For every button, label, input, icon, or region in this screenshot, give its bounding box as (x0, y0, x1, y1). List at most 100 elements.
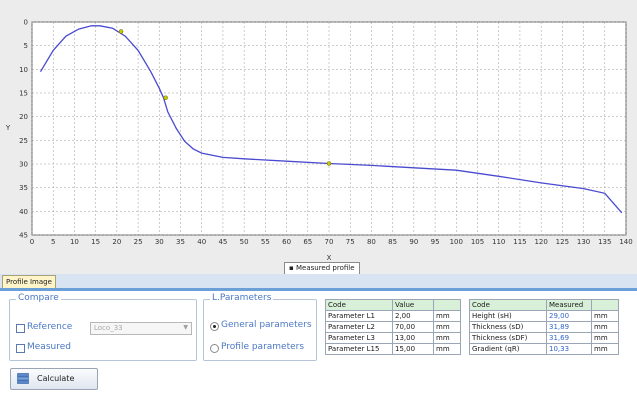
x-tick-label: 70 (325, 238, 334, 246)
x-tick-label: 0 (30, 238, 34, 246)
header-unit (591, 299, 619, 311)
measured-code: Gradient (qR) (469, 343, 547, 355)
measured-checkbox[interactable] (16, 344, 25, 353)
x-tick-label: 15 (91, 238, 100, 246)
y-tick-label: 15 (19, 90, 28, 98)
calculate-button[interactable]: Calculate (10, 368, 98, 390)
param-value[interactable]: 70,00 (392, 321, 434, 333)
x-tick-label: 30 (155, 238, 164, 246)
parameters-table: Code Value Parameter L1 2,00 mm Paramete… (325, 299, 461, 355)
x-tick-label: 40 (197, 238, 206, 246)
x-tick-label: 140 (619, 238, 632, 246)
x-tick-label: 50 (240, 238, 249, 246)
x-tick-label: 35 (176, 238, 185, 246)
general-parameters-label: General parameters (221, 320, 312, 330)
y-tick-label: 25 (19, 137, 28, 145)
param-unit: mm (433, 321, 461, 333)
x-tick-label: 55 (261, 238, 270, 246)
table-header-row: Code Value (325, 299, 461, 311)
compare-group: Compare Reference Loco_33 ▼ Measured (9, 293, 197, 361)
profile-marker (163, 95, 168, 100)
reference-checkbox[interactable] (16, 324, 25, 333)
param-value[interactable]: 2,00 (392, 310, 434, 322)
compare-title: Compare (16, 293, 61, 303)
tab-profile-image[interactable]: Profile Image (2, 275, 56, 288)
measured-unit: mm (591, 310, 619, 322)
measured-value: 29,00 (546, 310, 592, 322)
reference-combo-value: Loco_33 (94, 324, 123, 332)
param-code: Parameter L1 (325, 310, 393, 322)
measured-code: Thickness (sD) (469, 321, 547, 333)
measured-table: Code Measured Height (sH) 29,00 mm Thick… (469, 299, 619, 355)
series-measured-profile (39, 25, 623, 214)
y-axis-label: Y (5, 124, 11, 132)
param-unit: mm (433, 332, 461, 344)
reference-combo[interactable]: Loco_33 ▼ (90, 322, 192, 335)
y-tick-label: 20 (19, 113, 28, 121)
header-value: Value (392, 299, 434, 311)
table-row: Thickness (sDF) 31,69 mm (469, 332, 619, 344)
x-axis-label: X (327, 254, 332, 262)
y-tick-label: 40 (19, 208, 28, 216)
y-tick-label: 30 (19, 161, 28, 169)
measured-label: Measured (27, 342, 71, 352)
profile-parameters-radio[interactable] (210, 344, 219, 353)
calculate-label: Calculate (37, 374, 75, 383)
x-tick-label: 135 (598, 238, 611, 246)
x-tick-label: 5 (51, 238, 55, 246)
measured-code: Thickness (sDF) (469, 332, 547, 344)
lparams-group: L.Parameters General parameters Profile … (203, 293, 317, 361)
x-tick-label: 100 (450, 238, 463, 246)
calculate-icon (17, 373, 29, 384)
header-code: Code (325, 299, 393, 311)
x-tick-label: 120 (534, 238, 547, 246)
param-unit: mm (433, 343, 461, 355)
x-tick-label: 85 (388, 238, 397, 246)
x-tick-label: 95 (431, 238, 440, 246)
table-row: Parameter L1 2,00 mm (325, 310, 461, 322)
table-row: Parameter L3 13,00 mm (325, 332, 461, 344)
x-tick-label: 20 (112, 238, 121, 246)
header-unit (433, 299, 461, 311)
x-tick-label: 75 (346, 238, 355, 246)
x-tick-label: 25 (134, 238, 143, 246)
y-tick-label: 45 (19, 232, 28, 240)
x-tick-label: 115 (513, 238, 526, 246)
measured-unit: mm (591, 332, 619, 344)
profile-marker (326, 161, 332, 166)
x-tick-label: 90 (409, 238, 418, 246)
chart-panel: 0 5 10 15 20 25 30 35 40 45 50 55 60 65 70 75 80 85 90 95 10… (0, 0, 637, 275)
x-tick-label: 110 (492, 238, 505, 246)
y-tick-label: 0 (24, 19, 28, 27)
axis-ticks: 0 5 10 15 20 25 30 35 40 45 50 55 60 65 70 75 80 85 90 95 10… (19, 19, 633, 247)
table-row: Parameter L2 70,00 mm (325, 321, 461, 333)
measured-value: 31,69 (546, 332, 592, 344)
y-tick-label: 35 (19, 184, 28, 192)
profile-chart: 0 5 10 15 20 25 30 35 40 45 50 55 60 65 70 75 80 85 90 95 10… (5, 19, 633, 263)
x-tick-label: 130 (577, 238, 590, 246)
header-code: Code (469, 299, 547, 311)
y-tick-label: 10 (19, 66, 28, 74)
param-code: Parameter L3 (325, 332, 393, 344)
table-row: Height (sH) 29,00 mm (469, 310, 619, 322)
measured-unit: mm (591, 321, 619, 333)
bottom-panel: Compare Reference Loco_33 ▼ Measured L.P… (0, 291, 637, 394)
general-parameters-radio[interactable] (210, 322, 219, 331)
tab-strip: Profile Image (0, 274, 637, 291)
table-row: Thickness (sD) 31,89 mm (469, 321, 619, 333)
profile-parameters-label: Profile parameters (221, 342, 305, 352)
measured-unit: mm (591, 343, 619, 355)
profile-marker (118, 29, 124, 34)
x-tick-label: 10 (70, 238, 79, 246)
x-tick-label: 45 (218, 238, 227, 246)
chevron-down-icon: ▼ (183, 324, 188, 331)
measured-value: 10,33 (546, 343, 592, 355)
x-tick-label: 105 (471, 238, 484, 246)
param-value[interactable]: 15,00 (392, 343, 434, 355)
x-tick-label: 65 (303, 238, 312, 246)
header-measured: Measured (546, 299, 592, 311)
param-value[interactable]: 13,00 (392, 332, 434, 344)
param-code: Parameter L2 (325, 321, 393, 333)
x-tick-label: 80 (367, 238, 376, 246)
markers (118, 29, 332, 166)
